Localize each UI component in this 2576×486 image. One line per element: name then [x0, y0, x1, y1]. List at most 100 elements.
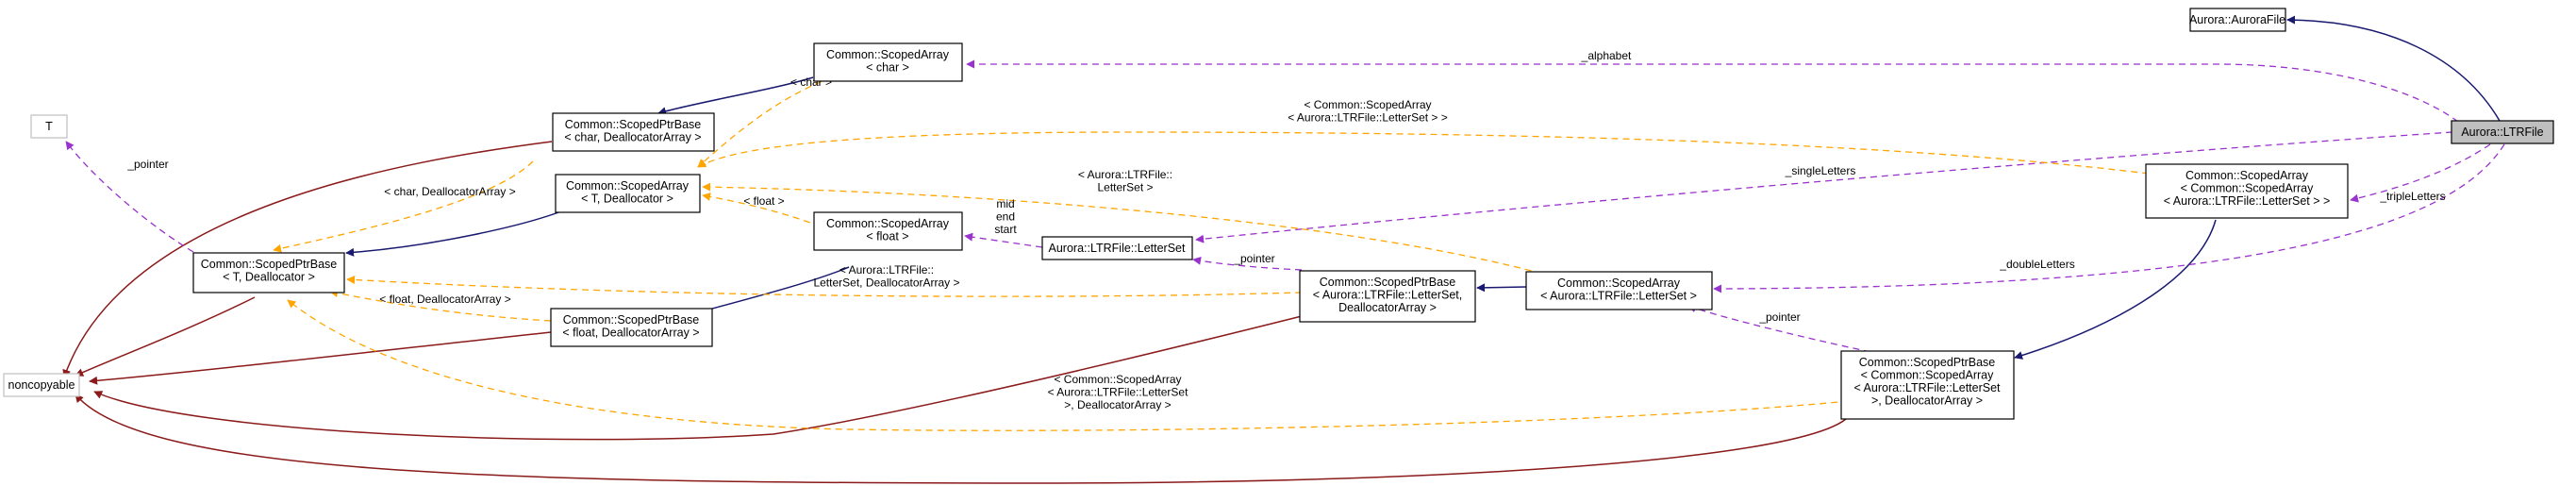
edge-single-letters: [1195, 131, 2453, 243]
text-line: Common::ScopedPtrBase: [1320, 276, 1456, 289]
edge-double-letters: [1713, 143, 2505, 293]
text-line: Aurora::LTRFile: [2461, 126, 2543, 139]
svg-text:Common::ScopedArray< Aurora::L: Common::ScopedArray < Aurora::LTRFile::Le…: [1540, 277, 1697, 303]
text-line: Common::ScopedPtrBase: [565, 118, 702, 131]
svg-text:Common::ScopedPtrBase< Aurora:: Common::ScopedPtrBase < Aurora::LTRFile::…: [1313, 276, 1463, 314]
text-line: _pointer: [126, 158, 168, 171]
label-pointer-letterset: _pointer: [1233, 252, 1274, 265]
text-line: Common::ScopedArray: [826, 48, 950, 61]
text-line: _pointer: [1233, 252, 1274, 265]
text-line: end: [996, 210, 1015, 224]
text-line: < char, DeallocatorArray >: [384, 185, 515, 198]
text-line: >, DeallocatorArray >: [1064, 398, 1171, 411]
edge-ptrbase-float-to-noncopyable: [89, 331, 552, 385]
svg-text:Common::ScopedPtrBase< T, Deal: Common::ScopedPtrBase < T, Deallocator >: [201, 258, 338, 284]
text-line: < char, DeallocatorArray >: [564, 131, 701, 144]
text-line: < Aurora::LTRFile::LetterSet: [1048, 386, 1189, 399]
text-line: _tripleLetters: [2379, 190, 2445, 203]
edge-ptrbase-char-to-noncopyable: [62, 141, 553, 378]
node-scopedarray-char[interactable]: Common::ScopedArray < char >: [813, 42, 963, 82]
svg-text:Common::ScopedArray< float >: Common::ScopedArray < float >: [826, 217, 950, 243]
label-double-letters: _doubleLetters: [1999, 258, 2074, 271]
edge-ptrbase-t-to-noncopyable: [75, 296, 256, 377]
svg-text:Aurora::AuroraFile: Aurora::AuroraFile: [2189, 13, 2285, 26]
text-line: < Common::ScopedArray: [1861, 369, 1994, 382]
edge-ptrbase-scoped-to-noncopyable: [75, 394, 1847, 484]
edge-triple-letters: [2350, 143, 2491, 203]
svg-text:Common::ScopedArray< char >: Common::ScopedArray < char >: [826, 48, 950, 75]
text-line: Common::ScopedArray: [2185, 169, 2309, 182]
node-template-param-t: T: [30, 114, 68, 139]
svg-text:Aurora::LTRFile: Aurora::LTRFile: [2461, 126, 2543, 139]
label-pointer-t: _pointer: [126, 158, 168, 171]
svg-text:Common::ScopedPtrBase< Common:: Common::ScopedPtrBase < Common::ScopedArr…: [1853, 356, 2001, 408]
node-scopedarray-letterset[interactable]: Common::ScopedArray < Aurora::LTRFile::Le…: [1525, 271, 1713, 310]
label-tmpl-letterset-dealloc: < Aurora::LTRFile:: LetterSet, Deallocato…: [813, 263, 959, 290]
label-tmpl-scoped-array-letterset: < Common::ScopedArray < Aurora::LTRFile::…: [1288, 98, 1448, 125]
text-line: < float, DeallocatorArray >: [379, 293, 510, 306]
node-scopedptrbase-float[interactable]: Common::ScopedPtrBase < float, Deallocato…: [550, 308, 713, 347]
text-line: < Common::ScopedArray: [1304, 98, 1431, 111]
edge-tmpl-letterset: [702, 182, 1543, 275]
text-line: Common::ScopedArray: [1557, 277, 1681, 290]
node-ltrfile-letterset[interactable]: Aurora::LTRFile::LetterSet: [1041, 236, 1193, 260]
text-line: Common::ScopedArray: [566, 179, 690, 193]
node-scopedarray-scopedarray-letterset[interactable]: Common::ScopedArray < Common::ScopedArray…: [2145, 163, 2349, 219]
text-line: < float >: [743, 194, 784, 208]
label-tmpl-scoped-array-dealloc: < Common::ScopedArray < Aurora::LTRFile::…: [1048, 373, 1189, 411]
edge-tmpl-char-dealloc: [273, 160, 534, 253]
edge-tmpl-float: [702, 192, 822, 227]
label-tmpl-letterset: < Aurora::LTRFile:: LetterSet >: [1078, 168, 1172, 194]
node-noncopyable: noncopyable: [3, 373, 80, 397]
text-line: noncopyable: [8, 378, 75, 392]
text-line: < Aurora::LTRFile::LetterSet > >: [1288, 111, 1448, 125]
node-scopedptrbase-t[interactable]: Common::ScopedPtrBase < T, Deallocator >: [192, 252, 345, 293]
node-scopedptrbase-char[interactable]: Common::ScopedPtrBase < char, Deallocator…: [552, 112, 715, 152]
text-line: LetterSet >: [1097, 181, 1153, 194]
edge-scopedarray-letterset-to-ptrbase-letterset: [1476, 283, 1527, 293]
edge-scopedarray-char-to-ptrbase-char: [657, 76, 814, 116]
edge-tmpl-scoped-array-dealloc: [287, 299, 1850, 431]
node-scopedarray-float[interactable]: Common::ScopedArray < float >: [813, 211, 963, 251]
text-line: Common::ScopedPtrBase: [1859, 356, 1996, 369]
edge-scopedarray-scoped-to-ptrbase-scoped: [2014, 219, 2217, 360]
label-single-letters: _singleLetters: [1785, 164, 1856, 177]
edge-ltrfile-to-aurorafile: [2286, 15, 2501, 122]
label-tmpl-float: < float >: [743, 194, 784, 208]
edge-pointer-t: [65, 141, 194, 253]
edge-mid-end-start: [964, 232, 1043, 248]
text-line: LetterSet, DeallocatorArray >: [813, 277, 959, 290]
node-aurora-aurorafile[interactable]: Aurora::AuroraFile: [2189, 8, 2286, 32]
text-line: >, DeallocatorArray >: [1871, 394, 1983, 408]
node-scopedptrbase-letterset[interactable]: Common::ScopedPtrBase < Aurora::LTRFile::…: [1299, 270, 1476, 323]
label-alphabet: _alphabet: [1581, 49, 1632, 62]
text-line: < Common::ScopedArray: [2181, 182, 2314, 195]
edge-pointer-letterset: [1192, 256, 1303, 271]
text-line: _singleLetters: [1785, 164, 1856, 177]
text-line: < Aurora::LTRFile::LetterSet >: [1540, 290, 1697, 303]
svg-text:Common::ScopedPtrBase< char, D: Common::ScopedPtrBase < char, Deallocator…: [564, 118, 701, 144]
text-line: < float >: [866, 230, 908, 243]
text-line: < T, Deallocator >: [223, 271, 315, 284]
text-line: < Aurora::LTRFile::LetterSet,: [1313, 289, 1463, 302]
text-line: Aurora::LTRFile::LetterSet: [1049, 242, 1186, 255]
text-line: < Aurora::LTRFile::LetterSet: [1853, 381, 2001, 394]
node-scopedarray-t[interactable]: Common::ScopedArray < T, Deallocator >: [555, 174, 701, 213]
text-line: T: [45, 120, 53, 133]
edge-alphabet: [966, 59, 2459, 123]
svg-text:Common::ScopedArray< Common::S: Common::ScopedArray < Common::ScopedArray…: [2164, 169, 2331, 208]
text-line: < float, DeallocatorArray >: [562, 327, 699, 340]
text-line: Common::ScopedArray: [826, 217, 950, 230]
text-line: _doubleLetters: [1999, 258, 2074, 271]
edge-ptrbase-letterset-to-noncopyable: [93, 315, 1303, 441]
label-pointer-scoped: _pointer: [1758, 310, 1800, 324]
text-line: DeallocatorArray >: [1338, 301, 1437, 314]
label-triple-letters: _tripleLetters: [2379, 190, 2445, 203]
text-line: Common::ScopedPtrBase: [201, 258, 338, 271]
edge-tmpl-char: [697, 76, 833, 168]
node-scopedptrbase-scopedarray-letterset[interactable]: Common::ScopedPtrBase < Common::ScopedArr…: [1840, 350, 2015, 420]
text-line: mid: [996, 197, 1014, 210]
text-line: < Aurora::LTRFile::: [839, 263, 934, 277]
svg-text:noncopyable: noncopyable: [8, 378, 75, 392]
